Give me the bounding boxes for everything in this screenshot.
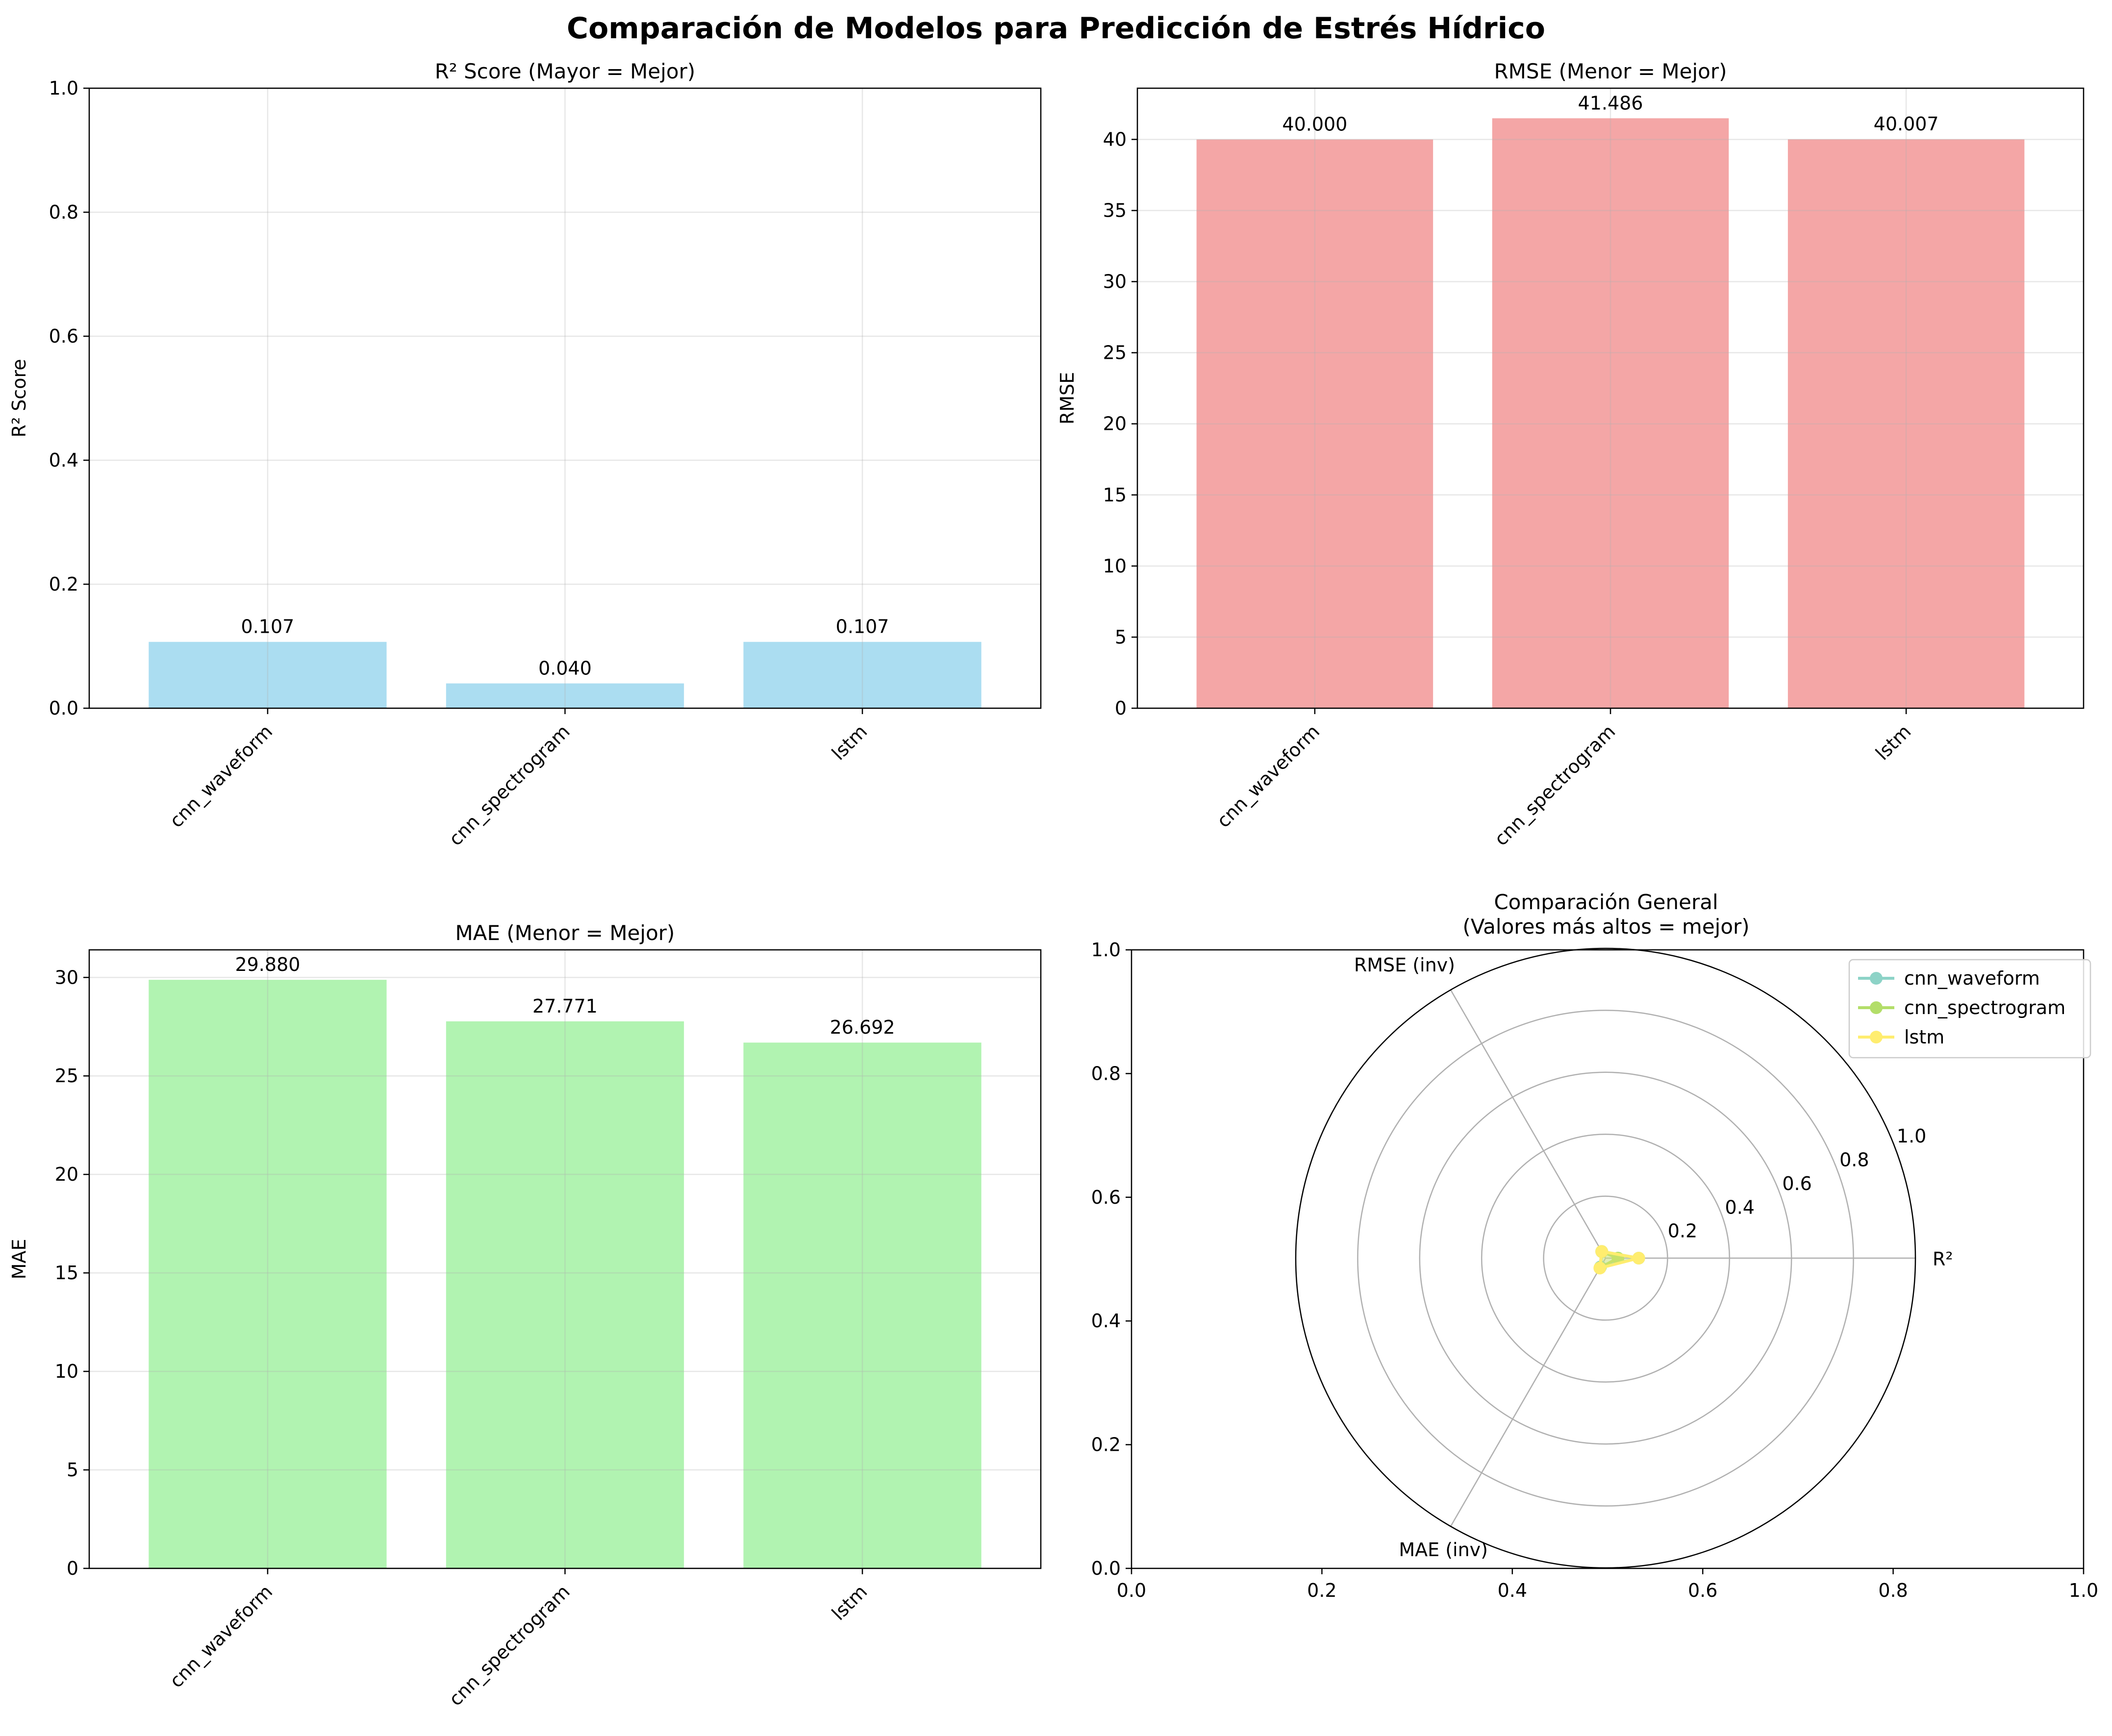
- radar-point-lstm: [1595, 1245, 1609, 1258]
- x-tick-label: 0.2: [1307, 1580, 1336, 1601]
- x-tick-label: lstm: [1871, 720, 1915, 764]
- radar-chart: 0.0 0.2 0.4 0.6 0.8 1.0 0.0 0.2 0.4 0.6 0.8 1.0 Comp…: [1091, 890, 2099, 1601]
- mae-chart: 0 5 10 15 20 25 30 cnn_waveform cnn_spectrogram l…: [8, 921, 1042, 1710]
- radar-point-lstm: [1632, 1252, 1645, 1265]
- y-tick-label: 10: [1103, 555, 1127, 577]
- radar-axis-label: R²: [1933, 1248, 1953, 1270]
- y-tick-label: 25: [1103, 342, 1127, 364]
- x-tick-label: cnn_waveform: [1212, 720, 1324, 832]
- value-label: 40.007: [1874, 113, 1939, 135]
- y-tick-label: 1.0: [1091, 939, 1121, 961]
- y-tick-label: 0.8: [49, 201, 78, 223]
- y-tick-label: 0.0: [1091, 1558, 1121, 1579]
- value-label: 29.880: [235, 954, 300, 975]
- radar-axis-label: RMSE (inv): [1354, 954, 1455, 976]
- y-tick-label: 35: [1103, 200, 1127, 222]
- y-tick-label: 20: [55, 1164, 78, 1185]
- y-tick-label: 40: [1103, 128, 1127, 150]
- x-tick-label: 1.0: [2069, 1580, 2098, 1601]
- y-tick-label: 25: [55, 1065, 78, 1087]
- x-tick-label: cnn_spectrogram: [445, 720, 574, 850]
- y-tick-label: 30: [55, 967, 78, 988]
- y-tick-label: 15: [55, 1262, 78, 1284]
- panel-title: RMSE (Menor = Mejor): [1494, 59, 1727, 83]
- value-label: 26.692: [830, 1017, 895, 1038]
- bar-cnn_waveform: [149, 980, 387, 1568]
- radar-r-tick-label: 0.6: [1782, 1173, 1811, 1194]
- bar-lstm: [743, 642, 981, 708]
- x-tick-label: lstm: [828, 720, 871, 764]
- x-tick-label: 0.0: [1117, 1580, 1146, 1601]
- y-tick-label: 0: [1115, 697, 1127, 719]
- x-tick-label: cnn_spectrogram: [1490, 720, 1619, 850]
- y-tick-label: 0.2: [1091, 1434, 1121, 1456]
- x-tick-label: cnn_waveform: [165, 1581, 277, 1692]
- radar-area-lstm: [1600, 1251, 1639, 1268]
- x-tick-label: 0.6: [1688, 1580, 1717, 1601]
- radar-r-tick-label: 1.0: [1897, 1125, 1926, 1147]
- y-tick-label: 0.4: [1091, 1310, 1121, 1332]
- panel-title: R² Score (Mayor = Mejor): [435, 59, 696, 83]
- y-tick-label: 0.6: [49, 325, 78, 347]
- y-tick-label: 10: [55, 1361, 78, 1382]
- value-label: 27.771: [532, 995, 598, 1017]
- value-label: 41.486: [1578, 92, 1643, 114]
- bar-cnn_spectrogram: [1492, 118, 1729, 709]
- x-tick-label: lstm: [828, 1581, 871, 1624]
- bar-lstm: [1787, 139, 2025, 708]
- y-tick-label: 0.6: [1091, 1187, 1121, 1208]
- y-tick-label: 5: [1115, 626, 1127, 648]
- legend-marker: [1870, 1031, 1883, 1043]
- rmse-chart: 0 5 10 15 20 25 30 35 40 cnn_waveform cnn_spectrog…: [1056, 59, 2085, 850]
- x-tick-label: cnn_spectrogram: [445, 1581, 574, 1710]
- legend-box: [1848, 959, 2091, 1059]
- y-tick-label: 20: [1103, 413, 1127, 435]
- y-tick-label: 30: [1103, 271, 1127, 293]
- radar-outer-circle: [1295, 947, 1916, 1569]
- y-tick-label: 0.2: [49, 573, 78, 595]
- value-label: 0.040: [538, 657, 592, 679]
- y-tick-label: 0.8: [1091, 1063, 1121, 1084]
- legend-marker: [1870, 1001, 1883, 1014]
- x-tick-label: cnn_waveform: [165, 720, 277, 832]
- y-axis-label: MAE: [8, 1239, 30, 1280]
- x-tick-label: 0.4: [1498, 1580, 1527, 1601]
- radar-point-lstm: [1593, 1262, 1607, 1275]
- bar-lstm: [743, 1042, 981, 1568]
- radar-axis-label: MAE (inv): [1399, 1539, 1488, 1561]
- radar-spoke: [1450, 990, 1607, 1259]
- bar-cnn_spectrogram: [446, 683, 684, 708]
- legend-label: cnn_waveform: [1904, 967, 2040, 989]
- y-tick-label: 5: [67, 1459, 78, 1481]
- value-label: 0.107: [836, 616, 889, 638]
- panel-title: MAE (Menor = Mejor): [455, 921, 675, 945]
- legend-label: cnn_spectrogram: [1904, 997, 2065, 1018]
- y-tick-label: 0.4: [49, 449, 78, 471]
- legend-label: lstm: [1904, 1026, 1944, 1048]
- y-axis-label: RMSE: [1056, 372, 1078, 424]
- y-tick-label: 15: [1103, 484, 1127, 506]
- panel-subtitle: (Valores más altos = mejor): [1462, 915, 1749, 939]
- panel-title: Comparación General: [1494, 890, 1718, 914]
- radar-r-tick-label: 0.4: [1725, 1196, 1755, 1218]
- radar-r-tick-label: 0.2: [1668, 1220, 1697, 1242]
- bar-cnn_waveform: [1196, 139, 1433, 708]
- x-tick-label: 0.8: [1878, 1580, 1908, 1601]
- legend-marker: [1870, 972, 1883, 985]
- value-label: 40.000: [1282, 113, 1347, 135]
- value-label: 0.107: [241, 616, 295, 638]
- figure-title: Comparación de Modelos para Predicción d…: [567, 11, 1545, 46]
- radar-line-lstm: [1598, 1249, 1639, 1270]
- radar-r-tick-label: 0.8: [1839, 1149, 1869, 1171]
- bar-cnn_waveform: [149, 642, 387, 708]
- y-tick-label: 0.0: [49, 697, 78, 719]
- y-axis-label: R² Score: [8, 359, 30, 437]
- r2-score-chart: 0.0 0.2 0.4 0.6 0.8 1.0 cnn_waveform cnn_spectr…: [8, 59, 1042, 850]
- radar-spoke: [1450, 1258, 1607, 1527]
- bar-cnn_spectrogram: [446, 1021, 684, 1568]
- y-tick-label: 1.0: [49, 77, 78, 99]
- y-tick-label: 0: [67, 1558, 78, 1579]
